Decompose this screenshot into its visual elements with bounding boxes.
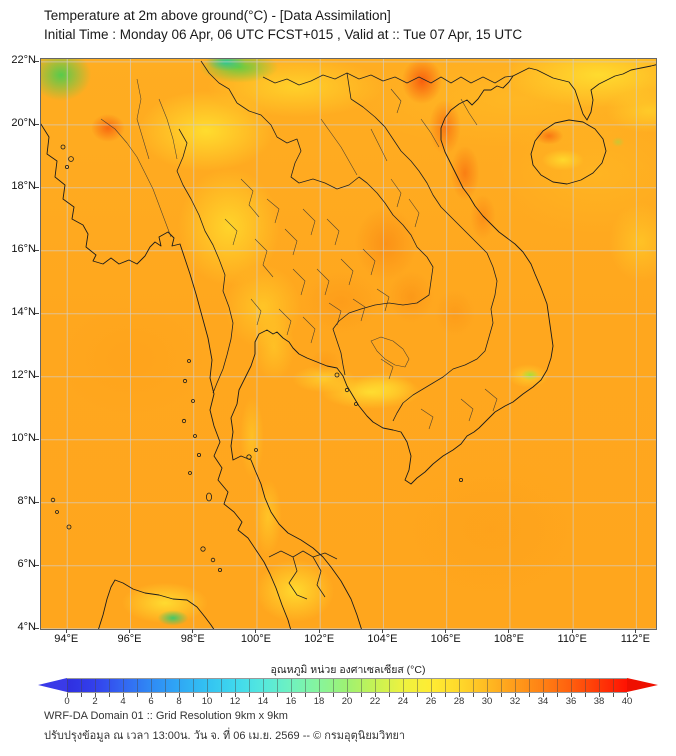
lat-tick-label: 12°N (11, 369, 36, 382)
colorbar-tick-label: 12 (229, 696, 241, 707)
colorbar-right-arrow (627, 678, 658, 692)
colorbar-tick-label: 16 (285, 696, 297, 707)
colorbar-tick-label: 0 (64, 696, 70, 707)
island-outlines (50, 144, 463, 572)
lat-tick-mark (35, 312, 39, 314)
lat-tick-mark (35, 186, 39, 188)
colorbar-tick-label: 20 (341, 696, 353, 707)
lon-tick-label: 110°E (557, 633, 587, 645)
colorbar-tick-label: 26 (425, 696, 437, 707)
lon-tick-label: 112°E (620, 633, 651, 645)
footer-update-info: ปรับปรุงข้อมูล ณ เวลา 13:00น. วัน จ. ที่… (44, 730, 406, 742)
colorbar-tick-label: 8 (176, 696, 182, 707)
coastline-paths (41, 64, 656, 629)
colorbar-tick-label: 18 (313, 696, 325, 707)
lon-tick-label: 98°E (180, 633, 205, 645)
colorbar-tick-label: 22 (369, 696, 381, 707)
lat-tick-mark (35, 627, 39, 629)
lon-tick-label: 106°E (430, 633, 461, 645)
lon-tick-mark (192, 629, 194, 633)
colorbar-tick-label: 10 (201, 696, 213, 707)
map-area (40, 58, 657, 630)
lon-tick-label: 104°E (367, 633, 398, 645)
colorbar-tick-label: 6 (148, 696, 154, 707)
colorbar-tick-label: 14 (257, 696, 269, 707)
colorbar-tick-label: 38 (593, 696, 605, 707)
lat-tick-mark (35, 501, 39, 503)
colorbar-tick-label: 30 (481, 696, 493, 707)
lon-tick-mark (255, 629, 257, 633)
lon-tick-mark (318, 629, 320, 633)
lon-tick-mark (381, 629, 383, 633)
lat-tick-label: 14°N (11, 306, 36, 319)
lat-tick-label: 18°N (11, 180, 36, 193)
colorbar-gradient (67, 678, 627, 693)
lon-tick-label: 94°E (54, 633, 79, 645)
lat-tick-mark (35, 375, 39, 377)
lat-tick-label: 4°N (17, 621, 36, 634)
province-border-paths (100, 78, 498, 430)
lon-tick-label: 102°E (304, 633, 335, 645)
lat-tick-label: 22°N (11, 54, 36, 67)
colorbar-tick-label: 24 (397, 696, 409, 707)
lon-tick-mark (128, 629, 130, 633)
page-subtitle: Initial Time : Monday 06 Apr, 06 UTC FCS… (44, 27, 523, 42)
lat-tick-mark (35, 123, 39, 125)
lon-tick-mark (508, 629, 510, 633)
lat-tick-label: 16°N (11, 243, 36, 256)
colorbar-left-arrow (38, 678, 67, 692)
colorbar-title: อุณหภูมิ หน่วย องศาเซลเซียส (°C) (270, 664, 426, 676)
footer-domain-info: WRF-DA Domain 01 :: Grid Resolution 9km … (44, 710, 288, 722)
lon-tick-label: 100°E (240, 633, 271, 645)
lat-tick-label: 20°N (11, 117, 36, 130)
lat-tick-mark (35, 249, 39, 251)
colorbar-tick-label: 28 (453, 696, 465, 707)
colorbar-tick-label: 36 (565, 696, 577, 707)
colorbar-ticks: 0 2 4 6 8 10 12 14 16 18 20 22 24 26 28 30 32 34 36 38 40 (38, 696, 658, 708)
colorbar-tick-label: 4 (120, 696, 126, 707)
colorbar-tick-label: 34 (537, 696, 549, 707)
lon-tick-label: 108°E (493, 633, 524, 645)
country-boundaries (41, 60, 656, 629)
lat-tick-label: 6°N (17, 558, 36, 571)
lon-tick-mark (65, 629, 67, 633)
lat-tick-mark (35, 60, 39, 62)
page-title: Temperature at 2m above ground(°C) - [Da… (44, 8, 391, 23)
country-border-paths (176, 60, 514, 600)
colorbar-tick-label: 2 (92, 696, 98, 707)
lat-tick-label: 10°N (11, 432, 36, 445)
colorbar-tick-marks (67, 693, 628, 697)
colorbar (38, 678, 658, 697)
lon-tick-mark (445, 629, 447, 633)
lon-tick-mark (634, 629, 636, 633)
lon-tick-mark (571, 629, 573, 633)
colorbar-tick-label: 40 (621, 696, 633, 707)
lon-tick-label: 96°E (117, 633, 142, 645)
lat-tick-mark (35, 438, 39, 440)
lat-tick-mark (35, 564, 39, 566)
lat-tick-label: 8°N (17, 495, 36, 508)
colorbar-tick-label: 32 (509, 696, 521, 707)
